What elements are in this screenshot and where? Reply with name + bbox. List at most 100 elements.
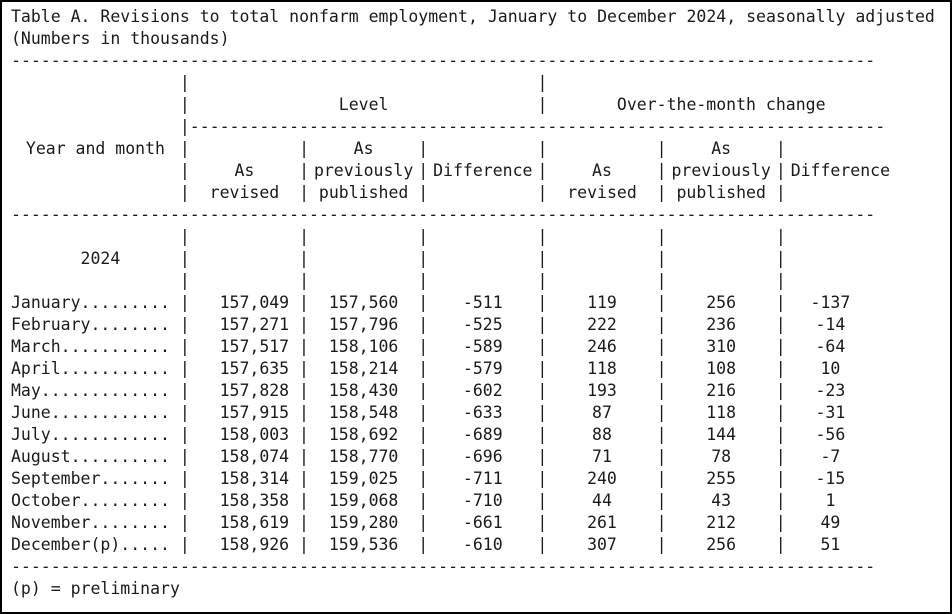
column-divider: | — [179, 161, 190, 180]
spacer-cell — [190, 226, 299, 248]
column-divider: | — [418, 315, 429, 334]
column-divider: | — [179, 183, 190, 202]
column-divider: | — [299, 293, 309, 312]
header-group-row: | Level | Over-the-month change — [11, 94, 950, 116]
level-as-revised-cell: 157,271 — [219, 315, 290, 334]
table-row: July............ | 158,003 | 158,692 | -689 | 88… — [11, 424, 950, 446]
column-divider: | — [299, 425, 309, 444]
column-divider: | — [537, 359, 548, 378]
column-divider: | — [179, 425, 190, 444]
level-difference-cell: -602 — [462, 381, 503, 400]
column-divider: | — [179, 139, 190, 158]
level-previously-header-line1: As — [353, 139, 374, 158]
column-divider: | — [179, 447, 190, 466]
column-divider: | — [537, 381, 548, 400]
level-previously-published-cell: 157,796 — [328, 315, 399, 334]
change-group-header: Over-the-month change — [616, 95, 826, 114]
column-divider: | — [299, 315, 309, 334]
column-divider: | — [656, 315, 667, 334]
level-as-revised-cell: 157,915 — [219, 403, 290, 422]
column-divider: | — [537, 73, 548, 92]
change-difference-cell: 51 — [820, 535, 841, 554]
change-difference-cell: -64 — [815, 337, 846, 356]
column-divider: | — [179, 95, 190, 114]
level-difference-cell: -525 — [462, 315, 503, 334]
level-as-revised-cell: 157,517 — [219, 337, 290, 356]
column-divider: | — [418, 161, 429, 180]
spacer-cell — [667, 270, 776, 292]
column-divider: | — [179, 337, 190, 356]
table-row: January......... | 157,049 | 157,560 | -511 | 11… — [11, 292, 950, 314]
column-divider: | — [656, 293, 667, 312]
change-previously-published-cell: 255 — [706, 469, 737, 488]
change-difference-cell: -23 — [815, 381, 846, 400]
column-divider: | — [537, 95, 548, 114]
level-previously-published-cell: 158,770 — [328, 447, 399, 466]
month-label: August.......... — [11, 447, 170, 466]
level-difference-cell: -610 — [462, 535, 503, 554]
column-divider: | — [656, 425, 667, 444]
column-divider: | — [418, 403, 429, 422]
change-previously-published-cell: 108 — [706, 359, 737, 378]
column-divider: | — [775, 337, 786, 356]
column-divider: | — [179, 293, 190, 312]
change-as-revised-cell: 118 — [587, 359, 617, 378]
stub-header: Year and month — [25, 139, 165, 158]
column-divider: | — [537, 469, 548, 488]
spacer-cell — [786, 138, 895, 160]
change-as-revised-cell: 222 — [587, 315, 617, 334]
horizontal-rule-mid: ----------------------------------------… — [11, 204, 950, 226]
spacer-cell — [547, 138, 656, 160]
header-group-spacer-row: | | — [11, 72, 950, 94]
column-divider: | — [299, 183, 309, 202]
change-as-revised-cell: 88 — [592, 425, 612, 444]
horizontal-rule-bottom: ----------------------------------------… — [11, 556, 950, 578]
spacer-cell — [547, 226, 656, 248]
month-label: February........ — [11, 315, 170, 334]
level-difference-cell: -689 — [462, 425, 503, 444]
column-divider: | — [179, 359, 190, 378]
table-body: January......... | 157,049 | 157,560 | -511 | 11… — [11, 292, 950, 556]
spacer-cell — [309, 226, 418, 248]
column-divider: | — [299, 337, 309, 356]
column-divider: | — [656, 469, 667, 488]
table-row: February........ | 157,271 | 157,796 | -525 | 22… — [11, 314, 950, 336]
change-previously-published-cell: 144 — [706, 425, 737, 444]
spacer-cell — [190, 72, 538, 94]
spacer-cell — [428, 248, 537, 270]
spacer-cell — [786, 182, 895, 204]
column-divider: | — [418, 491, 429, 510]
change-previously-published-cell: 236 — [706, 315, 737, 334]
column-divider: | — [775, 183, 786, 202]
column-divider: | — [656, 447, 667, 466]
column-divider: | — [537, 227, 548, 246]
table-spacer-row: | | | | | | — [11, 226, 950, 248]
level-difference-cell: -661 — [462, 513, 503, 532]
column-divider: | — [299, 403, 309, 422]
change-previously-header-line3: published — [676, 183, 766, 202]
level-group-header: Level — [338, 95, 389, 114]
column-divider: | — [656, 535, 667, 554]
header-inner-rule-row: |---------------------------------------… — [11, 116, 950, 138]
table-row: May............. | 157,828 | 158,430 | -602 | 19… — [11, 380, 950, 402]
change-previously-header-line1: As — [711, 139, 732, 158]
column-divider: | — [775, 425, 786, 444]
spacer-cell — [190, 138, 299, 160]
change-previously-published-cell: 256 — [706, 293, 737, 312]
column-divider: | — [775, 315, 786, 334]
level-as-revised-cell: 158,619 — [219, 513, 290, 532]
table-row: November........ | 158,619 | 159,280 | -661 | 26… — [11, 512, 950, 534]
column-divider: | — [299, 227, 309, 246]
change-revised-header-line2: revised — [567, 183, 637, 202]
level-previously-header-line2: previously — [313, 161, 414, 180]
column-divider: | — [179, 271, 190, 290]
column-divider: | — [299, 447, 309, 466]
level-previously-header-line3: published — [318, 183, 409, 202]
column-divider: | — [775, 535, 786, 554]
table-spacer-row: | | | | | | — [11, 270, 950, 292]
spacer-cell — [547, 270, 656, 292]
year-row: 2024 | | | | | | — [11, 248, 950, 270]
column-divider: | — [775, 403, 786, 422]
spacer-cell — [190, 248, 299, 270]
